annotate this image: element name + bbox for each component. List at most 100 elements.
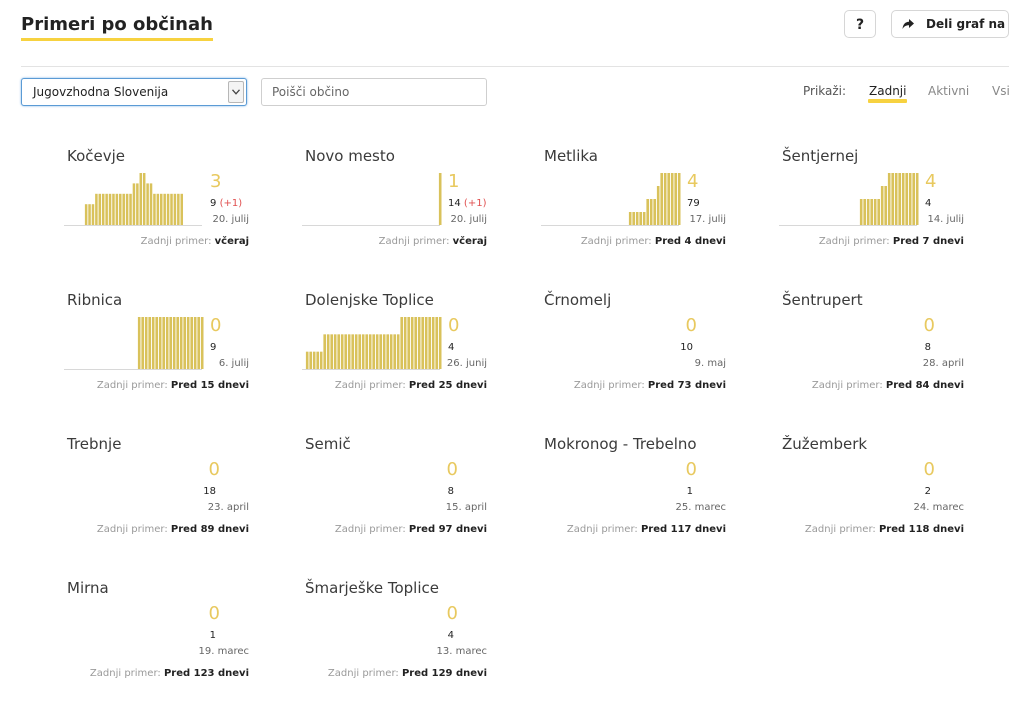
- total-cases-value: 1: [209, 630, 216, 641]
- chart-bar: [137, 317, 141, 369]
- last-case-label: Zadnji primer:: [804, 524, 876, 535]
- share-button[interactable]: Deli graf na: [891, 10, 1009, 38]
- total-cases: 14 (+1): [448, 198, 486, 209]
- last-case-label: Zadnji primer:: [573, 380, 645, 391]
- tab-zadnji[interactable]: Zadnji: [867, 84, 908, 103]
- municipality-name: Kočevje: [67, 147, 126, 165]
- tab-vsi[interactable]: Vsi: [992, 84, 1010, 98]
- last-case-info: Zadnji primer: Pred 73 dnevi: [574, 380, 726, 391]
- chart-bar: [319, 351, 323, 369]
- municipality-name: Dolenjske Toplice: [305, 291, 434, 309]
- last-case-label: Zadnji primer:: [818, 236, 890, 247]
- chart-bar: [424, 317, 428, 369]
- municipality-card[interactable]: Črnomelj 0 10 9. maj Zadnji primer: Pred 73…: [537, 288, 727, 408]
- cases-bar-chart: [137, 317, 204, 369]
- chart-bar: [316, 351, 319, 369]
- last-case-label: Zadnji primer:: [378, 236, 450, 247]
- last-case-info: Zadnji primer: Pred 118 dnevi: [805, 524, 964, 535]
- municipality-card[interactable]: Metlika 4 79 17. julij Zadnji primer: Pred …: [537, 144, 727, 264]
- chart-bar: [149, 183, 153, 225]
- chart-bar: [410, 317, 414, 369]
- chart-bar: [891, 173, 894, 225]
- cases-delta: (+1): [219, 198, 243, 209]
- region-select[interactable]: Jugovzhodna Slovenija: [21, 78, 247, 106]
- municipality-card[interactable]: Dolenjske Toplice 0 4 26. junij Zadnji prim…: [298, 288, 488, 408]
- municipality-card[interactable]: Semič 0 8 15. april Zadnji primer: Pred 97 …: [298, 432, 488, 552]
- municipality-card[interactable]: Šentrupert 0 8 28. april Zadnji primer: Pre…: [775, 288, 965, 408]
- chart-bar: [132, 183, 136, 225]
- municipality-card[interactable]: Mirna 0 1 19. marec Zadnji primer: Pred 123…: [60, 576, 250, 696]
- new-cases-count: 0: [685, 459, 697, 480]
- municipality-name: Mokronog - Trebelno: [544, 435, 697, 453]
- last-case-relative: Pred 4 dnevi: [654, 236, 726, 247]
- chart-bar: [112, 193, 115, 225]
- chart-bar: [337, 334, 340, 369]
- new-cases-count: 0: [923, 459, 935, 480]
- total-cases: 2: [925, 486, 931, 497]
- chart-bar: [877, 199, 880, 225]
- chart-bar: [884, 186, 887, 225]
- municipality-card[interactable]: Šentjernej 4 4 14. julij Zadnji primer: Pre…: [775, 144, 965, 264]
- municipality-search-input[interactable]: [261, 78, 487, 106]
- tab-aktivni[interactable]: Aktivni: [928, 84, 970, 98]
- chart-bar: [155, 317, 158, 369]
- chart-bar: [344, 334, 347, 369]
- last-case-info: Zadnji primer: Pred 117 dnevi: [567, 524, 726, 535]
- new-cases-count: 0: [923, 315, 935, 336]
- chart-bar: [190, 317, 193, 369]
- chart-bar: [375, 334, 379, 369]
- last-case-relative: Pred 123 dnevi: [163, 668, 249, 679]
- chart-bar: [172, 317, 176, 369]
- municipality-card[interactable]: Kočevje 3 9 (+1) 20. julij Zadnji primer: vč…: [60, 144, 250, 264]
- total-cases-value: 4: [925, 198, 932, 209]
- municipality-card[interactable]: Ribnica 0 9 6. julij Zadnji primer: Pred 15…: [60, 288, 250, 408]
- chart-bar: [91, 204, 95, 225]
- chart-bar: [435, 317, 438, 369]
- chart-bar: [351, 334, 354, 369]
- new-cases-count: 0: [446, 603, 458, 624]
- municipality-card[interactable]: Šmarješke Toplice 0 4 13. marec Zadnji prim…: [298, 576, 488, 696]
- total-cases-value: 1: [686, 486, 693, 497]
- chart-bar: [347, 334, 351, 369]
- chart-bar: [151, 317, 155, 369]
- chart-bar: [153, 193, 156, 225]
- new-cases-count: 0: [208, 459, 220, 480]
- chart-bar: [309, 351, 312, 369]
- municipality-card[interactable]: Trebnje 0 18 23. april Zadnji primer: Pred …: [60, 432, 250, 552]
- chart-bar: [887, 173, 891, 225]
- help-button[interactable]: ?: [844, 10, 876, 38]
- chart-bar: [326, 334, 330, 369]
- last-case-label: Zadnji primer:: [566, 524, 638, 535]
- municipality-card[interactable]: Žužemberk 0 2 24. marec Zadnji primer: Pred…: [775, 432, 965, 552]
- chart-bar: [414, 317, 417, 369]
- chart-bar: [677, 173, 681, 225]
- chart-bar: [340, 334, 344, 369]
- chart-bar: [642, 212, 646, 225]
- last-case-date: 9. maj: [694, 358, 726, 369]
- total-cases: 18: [203, 486, 216, 497]
- total-cases-value: 14: [448, 198, 461, 209]
- new-cases-count: 0: [448, 315, 460, 336]
- last-case-label: Zadnji primer:: [140, 236, 212, 247]
- page-title: Primeri po občinah: [21, 14, 213, 41]
- chart-bar: [129, 193, 132, 225]
- chart-bar: [908, 173, 912, 225]
- new-cases-count: 4: [687, 171, 699, 192]
- chart-baseline: [64, 369, 202, 370]
- municipality-name: Semič: [305, 435, 351, 453]
- chart-bar: [125, 193, 129, 225]
- chart-bar: [403, 317, 407, 369]
- chevron-down-icon: [228, 81, 244, 103]
- new-cases-count: 0: [208, 603, 220, 624]
- chart-baseline: [779, 225, 917, 226]
- last-case-info: Zadnji primer: Pred 97 dnevi: [335, 524, 487, 535]
- last-case-label: Zadnji primer:: [580, 236, 652, 247]
- municipality-name: Šentjernej: [782, 147, 859, 165]
- municipality-card[interactable]: Novo mesto 1 14 (+1) 20. julij Zadnji primer…: [298, 144, 488, 264]
- last-case-label: Zadnji primer:: [89, 668, 161, 679]
- cases-bar-chart: [628, 173, 681, 225]
- municipality-card[interactable]: Mokronog - Trebelno 0 1 25. marec Zadnji pr…: [537, 432, 727, 552]
- chart-bar: [628, 212, 632, 225]
- total-cases-value: 8: [924, 342, 931, 353]
- share-button-label: Deli graf na: [926, 17, 1006, 31]
